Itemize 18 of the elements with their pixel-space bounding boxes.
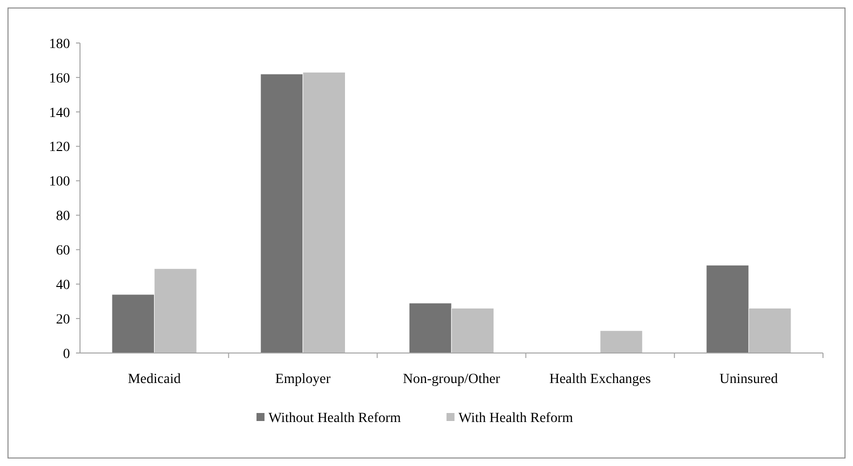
y-tick-label: 40: [56, 278, 70, 294]
y-tick-label: 60: [56, 244, 70, 259]
legend-label: Without Health Reform: [268, 411, 402, 426]
x-tick-label: Non-group/Other: [402, 372, 500, 387]
y-tick-label: 140: [49, 106, 70, 121]
x-tick-label: Employer: [275, 372, 331, 387]
y-tick-label: 120: [49, 140, 70, 156]
bar: [600, 330, 643, 354]
x-tick-label: Uninsured: [720, 372, 778, 387]
y-tick-label: 20: [56, 312, 70, 328]
y-tick-label: 0: [63, 346, 70, 362]
x-tick-label: Medicaid: [128, 372, 181, 387]
legend-label: With Health Reform: [458, 411, 574, 426]
y-tick-label: 100: [49, 174, 70, 190]
x-tick-label: Health Exchanges: [549, 372, 651, 387]
y-tick-label: 80: [56, 209, 70, 224]
y-tick-label: 160: [49, 71, 70, 86]
y-tick-label: 180: [49, 36, 70, 52]
